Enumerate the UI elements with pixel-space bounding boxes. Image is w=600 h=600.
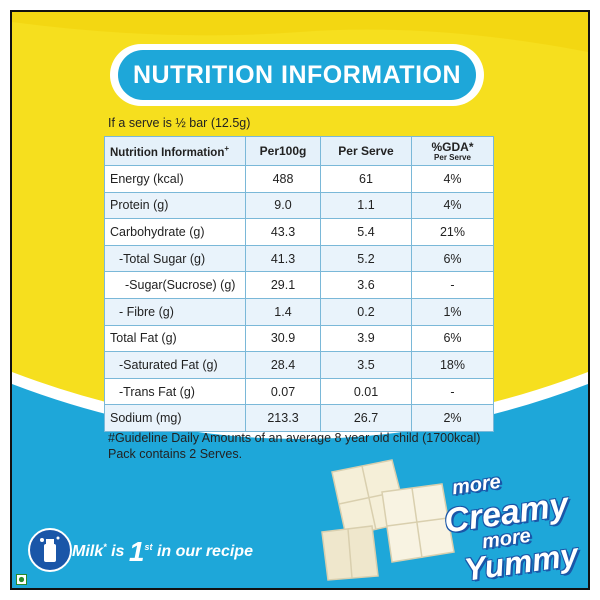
row-name: -Total Sugar (g)	[104, 244, 246, 273]
row-per-serve: 5.4	[320, 218, 412, 246]
chocolate-pieces-image	[321, 459, 455, 581]
row-per100g: 28.4	[245, 351, 321, 379]
row-gda: -	[411, 271, 494, 299]
row-name: Carbohydrate (g)	[104, 218, 246, 246]
row-per-serve: 3.6	[320, 271, 412, 299]
milk-can-icon	[28, 528, 72, 572]
veg-mark-icon	[16, 574, 27, 585]
row-per100g: 488	[245, 165, 321, 193]
row-name: Sodium (mg)	[104, 404, 246, 432]
row-per100g: 30.9	[245, 324, 321, 353]
table-row: Sodium (mg) 213.3 26.7 2%	[104, 404, 494, 432]
header-nutrition-information: Nutrition Information+	[104, 136, 246, 166]
row-name: Energy (kcal)	[104, 165, 246, 193]
table-row: Energy (kcal) 488 61 4%	[104, 165, 494, 193]
row-name: -Trans Fat (g)	[104, 377, 246, 406]
footnote-line-1: #Guideline Daily Amounts of an average 8…	[108, 431, 481, 445]
row-per-serve: 5.2	[320, 244, 412, 273]
row-per100g: 9.0	[245, 191, 321, 220]
row-gda: 6%	[411, 324, 494, 353]
row-per100g: 213.3	[245, 404, 321, 432]
table-row: -Sugar(Sucrose) (g) 29.1 3.6 -	[104, 271, 494, 299]
row-per100g: 41.3	[245, 244, 321, 273]
row-gda: -	[411, 377, 494, 406]
header-per100g: Per100g	[245, 136, 321, 166]
row-name: Total Fat (g)	[104, 324, 246, 353]
nutrition-table: Nutrition Information+ Per100g Per Serve…	[104, 136, 494, 432]
table-row: -Total Sugar (g) 41.3 5.2 6%	[104, 244, 494, 273]
gda-footnote: #Guideline Daily Amounts of an average 8…	[108, 430, 480, 462]
row-per100g: 1.4	[245, 297, 321, 326]
table-row: Carbohydrate (g) 43.3 5.4 21%	[104, 218, 494, 246]
row-name: -Saturated Fat (g)	[104, 351, 246, 379]
row-gda: 6%	[411, 244, 494, 273]
nutrition-panel: NUTRITION INFORMATION If a serve is ½ ba…	[10, 10, 590, 590]
row-per-serve: 61	[320, 165, 412, 193]
row-per100g: 29.1	[245, 271, 321, 299]
row-per100g: 0.07	[245, 377, 321, 406]
row-gda: 21%	[411, 218, 494, 246]
table-header-row: Nutrition Information+ Per100g Per Serve…	[104, 136, 494, 166]
table-row: -Trans Fat (g) 0.07 0.01 -	[104, 377, 494, 406]
row-name: Protein (g)	[104, 191, 246, 220]
milk-first-claim: Milk* is 1st in our recipe	[72, 536, 253, 567]
serve-note: If a serve is ½ bar (12.5g)	[108, 116, 251, 130]
footnote-line-2: Pack contains 2 Serves.	[108, 447, 243, 461]
row-gda: 2%	[411, 404, 494, 432]
row-per100g: 43.3	[245, 218, 321, 246]
row-per-serve: 26.7	[320, 404, 412, 432]
row-per-serve: 1.1	[320, 191, 412, 220]
row-per-serve: 3.5	[320, 351, 412, 379]
header-gda: %GDA* Per Serve	[411, 136, 494, 166]
row-per-serve: 0.2	[320, 297, 412, 326]
table-row: Total Fat (g) 30.9 3.9 6%	[104, 324, 494, 353]
page-title: NUTRITION INFORMATION	[118, 50, 476, 100]
row-gda: 18%	[411, 351, 494, 379]
row-name: - Fibre (g)	[104, 297, 246, 326]
header-per-serve: Per Serve	[320, 136, 412, 166]
table-row: -Saturated Fat (g) 28.4 3.5 18%	[104, 351, 494, 379]
row-gda: 4%	[411, 191, 494, 220]
table-row: - Fibre (g) 1.4 0.2 1%	[104, 297, 494, 326]
table-row: Protein (g) 9.0 1.1 4%	[104, 191, 494, 220]
row-per-serve: 3.9	[320, 324, 412, 353]
row-gda: 4%	[411, 165, 494, 193]
row-gda: 1%	[411, 297, 494, 326]
row-name: -Sugar(Sucrose) (g)	[104, 271, 246, 299]
row-per-serve: 0.01	[320, 377, 412, 406]
